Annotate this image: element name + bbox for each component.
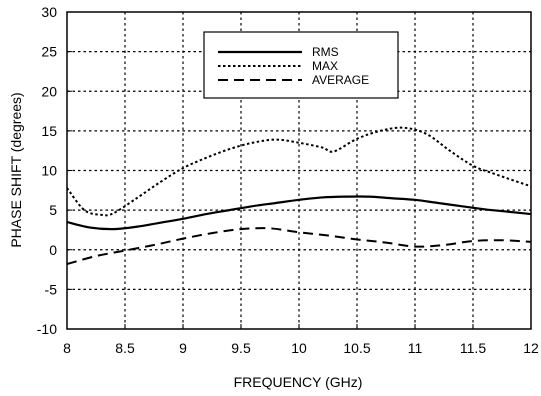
series-line-max [67, 126, 531, 217]
x-tick-label: 10 [291, 340, 307, 356]
series-line-average [67, 227, 531, 265]
y-tick-label: -5 [45, 281, 58, 297]
legend-label-max: MAX [312, 59, 338, 73]
y-tick-label: 30 [41, 4, 57, 20]
x-tick-label: 12 [523, 340, 539, 356]
x-tick-label: 11 [408, 340, 423, 356]
x-tick-label: 10.5 [343, 340, 370, 356]
tick-labels: 8 8.5 9 9.5 10 10.5 11 11.5 12 30 25 20 15 10 5 0 -5 -10 [37, 4, 539, 356]
x-tick-label: 9 [179, 340, 187, 356]
y-tick-label: 15 [41, 123, 57, 139]
legend-box [203, 31, 399, 99]
series-lines [67, 126, 531, 265]
x-tick-label: 9.5 [231, 340, 251, 356]
legend-label-rms: RMS [312, 45, 339, 59]
plot-frame [66, 11, 532, 330]
y-tick-label: -10 [37, 321, 57, 337]
y-tick-label: 25 [41, 44, 57, 60]
x-tick-label: 8.5 [115, 340, 135, 356]
series-line-rms [67, 195, 531, 231]
x-tick-label: 11.5 [460, 340, 486, 356]
x-tick-label: 8 [63, 340, 71, 356]
y-tick-label: 0 [49, 242, 57, 258]
y-axis-label: PHASE SHIFT (degrees) [8, 92, 24, 247]
y-tick-label: 20 [41, 83, 57, 99]
x-axis-label: FREQUENCY (GHz) [234, 374, 363, 390]
y-tick-label: 10 [41, 163, 57, 179]
y-tick-label: 5 [49, 202, 57, 218]
legend-label-average: AVERAGE [312, 73, 369, 87]
